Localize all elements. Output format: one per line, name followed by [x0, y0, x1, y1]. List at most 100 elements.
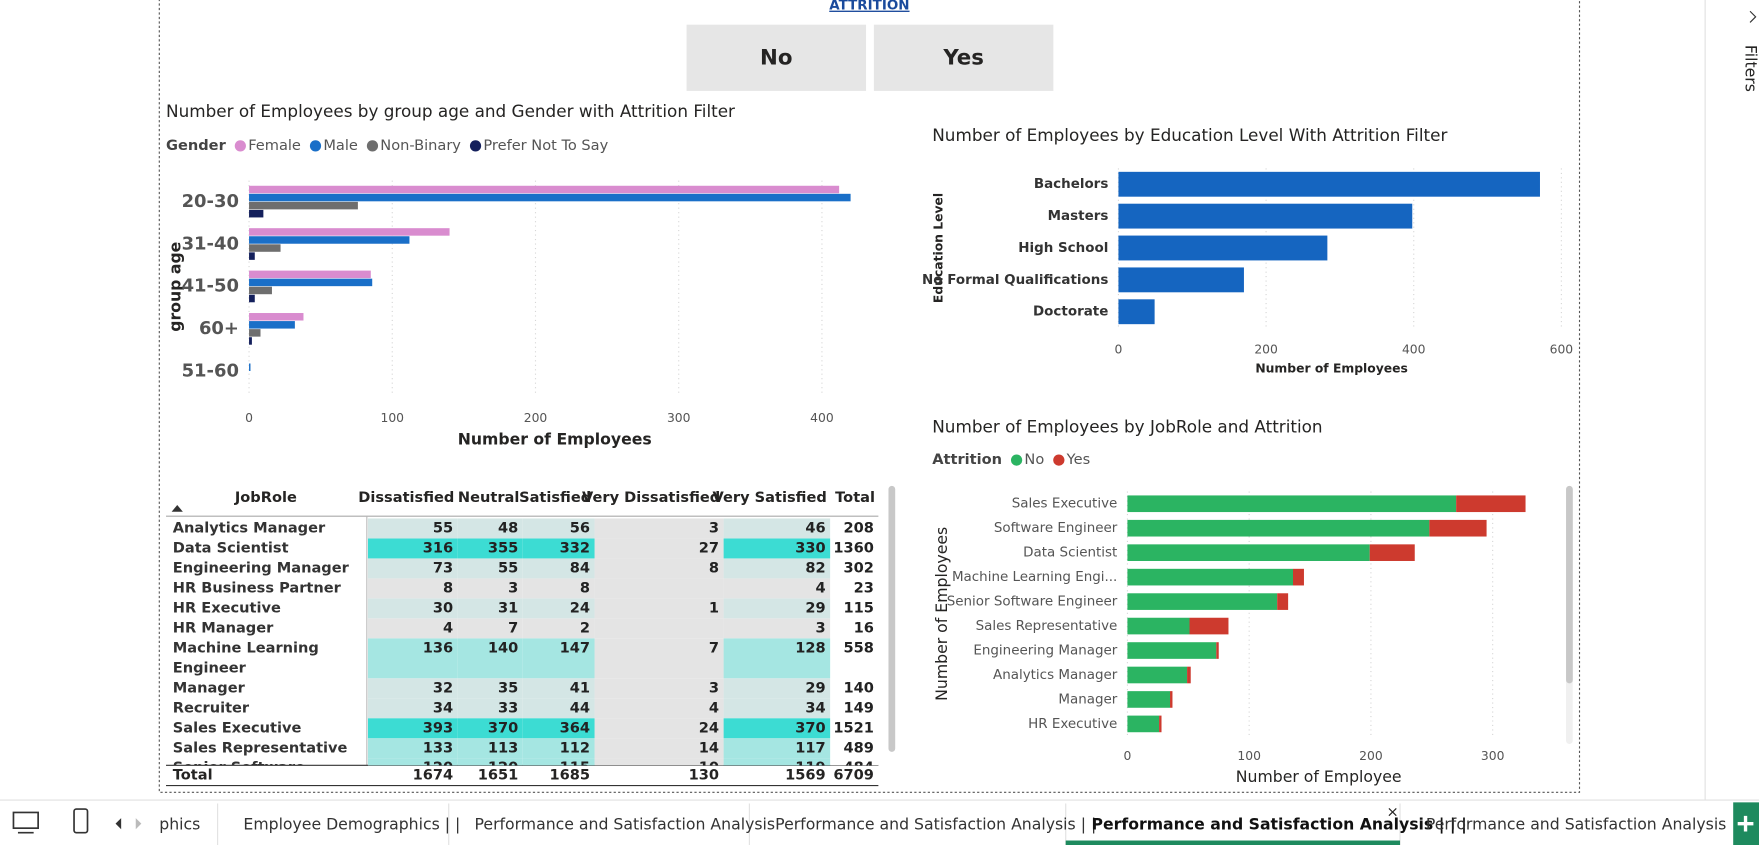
cell	[723, 638, 831, 679]
page-tab[interactable]: Performance and Satisfaction Analysis | …	[1426, 814, 1759, 833]
legend-label[interactable]: Yes	[1066, 451, 1091, 468]
cell	[830, 638, 879, 679]
column-header[interactable]: JobRole	[234, 489, 297, 506]
chart-scrollbar[interactable]	[1566, 485, 1573, 684]
column-header[interactable]: Very Satisfied	[713, 489, 827, 506]
slicer-button[interactable]	[873, 24, 1054, 91]
bar[interactable]	[249, 228, 450, 236]
slicer-option[interactable]: No	[760, 45, 792, 70]
bar-segment[interactable]	[1216, 642, 1219, 659]
bar[interactable]	[1118, 267, 1244, 293]
legend-swatch[interactable]	[1010, 454, 1023, 466]
x-tick-label: 400	[810, 411, 834, 425]
cell-value: 56	[570, 520, 590, 537]
collapse-icon[interactable]	[1749, 10, 1757, 23]
page-tab[interactable]: phics	[159, 814, 200, 833]
legend-swatch[interactable]	[309, 140, 322, 152]
bar-segment[interactable]	[1127, 495, 1457, 513]
bar[interactable]	[249, 363, 251, 371]
bar-segment[interactable]	[1189, 617, 1229, 635]
bar[interactable]	[1118, 171, 1540, 197]
bar-segment[interactable]	[1429, 519, 1487, 537]
legend-label[interactable]: Male	[323, 137, 358, 154]
bar-segment[interactable]	[1456, 495, 1526, 513]
tab-close[interactable]: ×	[1387, 803, 1399, 820]
cell-value: 55	[498, 559, 518, 576]
bar-segment[interactable]	[1127, 666, 1188, 684]
cell	[367, 618, 458, 639]
legend-swatch[interactable]	[469, 140, 482, 152]
cell-value: 120	[488, 759, 518, 776]
page-tab[interactable]: Employee Demographics | |	[243, 814, 460, 833]
bar[interactable]	[249, 286, 272, 295]
filters-pane-label[interactable]: Filters	[1742, 45, 1759, 92]
next-tab-arrow[interactable]	[135, 818, 142, 830]
legend-label[interactable]: Prefer Not To Say	[483, 137, 608, 154]
bar[interactable]	[1118, 235, 1328, 261]
bar[interactable]	[249, 321, 295, 329]
column-header[interactable]: Very Dissatisfied	[582, 489, 720, 506]
bar[interactable]	[1118, 203, 1413, 229]
cell	[522, 718, 595, 739]
bar-segment[interactable]	[1127, 593, 1278, 610]
slicer-option[interactable]: Yes	[942, 45, 984, 70]
column-header[interactable]: Total	[835, 489, 875, 506]
table-scrollbar[interactable]	[888, 485, 896, 752]
cell	[723, 738, 831, 759]
bar-segment[interactable]	[1127, 568, 1293, 586]
bar[interactable]	[249, 337, 252, 345]
cell-value: 489	[843, 739, 873, 756]
cell	[522, 638, 595, 679]
bar[interactable]	[1118, 299, 1155, 325]
sort-arrow[interactable]	[171, 504, 183, 512]
bar[interactable]	[249, 270, 371, 279]
cell-value: 1360	[833, 540, 874, 557]
bar-segment[interactable]	[1127, 715, 1160, 733]
bar-segment[interactable]	[1292, 568, 1304, 586]
cell-value: 7	[508, 619, 518, 636]
page-tab[interactable]: Performance and Satisfaction Analysis | …	[775, 814, 1096, 833]
cell	[457, 598, 523, 619]
slicer-button[interactable]	[686, 24, 867, 91]
bar[interactable]	[249, 313, 304, 321]
legend-label[interactable]: No	[1024, 451, 1044, 468]
page-tab[interactable]: Performance and Satisfaction Analysis	[475, 814, 776, 833]
bar-segment[interactable]	[1159, 715, 1162, 733]
phone-icon[interactable]	[73, 808, 89, 834]
bar-segment[interactable]	[1170, 691, 1173, 708]
bar-segment[interactable]	[1127, 691, 1171, 708]
bar[interactable]	[249, 252, 255, 260]
bar[interactable]	[249, 278, 373, 287]
legend-label[interactable]: Female	[248, 137, 301, 154]
bar-segment[interactable]	[1127, 617, 1190, 635]
legend-label[interactable]: Non-Binary	[380, 137, 461, 154]
legend-swatch[interactable]	[1053, 454, 1065, 466]
bar[interactable]	[249, 294, 255, 303]
bar-segment[interactable]	[1127, 544, 1370, 561]
bar-segment[interactable]	[1127, 642, 1217, 659]
bar[interactable]	[249, 201, 358, 210]
column-header[interactable]: Satisfied	[519, 489, 591, 506]
column-header[interactable]: Neutral	[458, 489, 519, 506]
bar[interactable]	[249, 236, 410, 244]
bar[interactable]	[249, 329, 261, 337]
bar-segment[interactable]	[1369, 544, 1415, 561]
legend-swatch[interactable]	[234, 140, 246, 152]
bar[interactable]	[249, 185, 840, 194]
matrix-table: JobRole Dissatisfied Neutral SatisfiedVery …	[166, 489, 879, 787]
chart-title: Number of Employees by Education Level W…	[932, 125, 1447, 145]
bar-segment[interactable]	[1187, 666, 1191, 684]
total-value: 6709	[833, 766, 874, 783]
x-axis-label: Number of Employees	[458, 429, 652, 448]
cell	[367, 758, 458, 766]
legend-swatch[interactable]	[366, 140, 379, 152]
bar[interactable]	[249, 209, 264, 218]
desktop-icon[interactable]	[12, 811, 39, 830]
bar-segment[interactable]	[1127, 519, 1430, 537]
bar[interactable]	[249, 193, 851, 202]
bar-segment[interactable]	[1277, 593, 1289, 610]
column-header[interactable]: Dissatisfied	[358, 489, 454, 506]
bar[interactable]	[249, 244, 281, 252]
prev-tab-arrow[interactable]	[115, 818, 122, 830]
page-tab[interactable]: Performance and Satisfaction Analysis | …	[1092, 814, 1467, 834]
